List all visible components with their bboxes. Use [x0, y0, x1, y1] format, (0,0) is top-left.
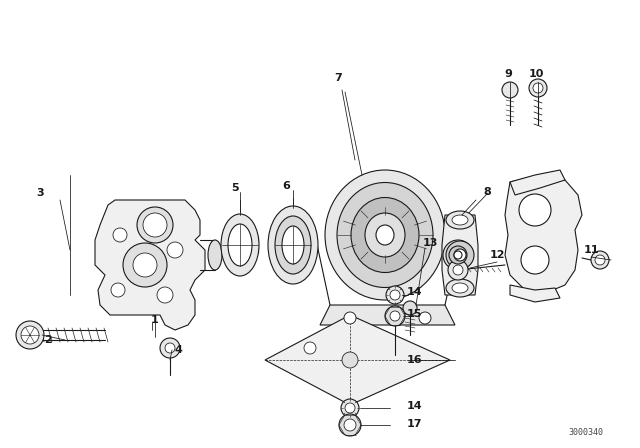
Circle shape — [165, 343, 175, 353]
Ellipse shape — [376, 225, 394, 245]
Ellipse shape — [443, 240, 473, 270]
Ellipse shape — [446, 279, 474, 297]
Text: 14: 14 — [406, 401, 422, 411]
Circle shape — [386, 286, 404, 304]
Circle shape — [454, 249, 466, 261]
Ellipse shape — [268, 206, 318, 284]
Circle shape — [113, 228, 127, 242]
Circle shape — [446, 241, 474, 269]
Text: 3000340: 3000340 — [568, 427, 603, 436]
Text: 17: 17 — [406, 419, 422, 429]
Text: 16: 16 — [406, 355, 422, 365]
Ellipse shape — [275, 216, 311, 274]
Ellipse shape — [454, 251, 462, 259]
Polygon shape — [505, 175, 582, 292]
Ellipse shape — [452, 215, 468, 225]
Circle shape — [344, 312, 356, 324]
Ellipse shape — [365, 213, 405, 257]
Circle shape — [157, 287, 173, 303]
Text: 13: 13 — [422, 238, 438, 248]
Ellipse shape — [221, 214, 259, 276]
Ellipse shape — [452, 283, 468, 293]
Circle shape — [304, 342, 316, 354]
Polygon shape — [510, 285, 560, 302]
Circle shape — [390, 290, 400, 300]
Text: 1: 1 — [151, 315, 159, 325]
Ellipse shape — [351, 198, 419, 272]
Circle shape — [529, 79, 547, 97]
Circle shape — [385, 306, 405, 326]
Circle shape — [21, 326, 39, 344]
Circle shape — [448, 260, 468, 280]
Circle shape — [123, 243, 167, 287]
Circle shape — [403, 301, 417, 315]
Circle shape — [521, 246, 549, 274]
Text: 6: 6 — [282, 181, 290, 191]
Circle shape — [143, 213, 167, 237]
Circle shape — [595, 255, 605, 265]
Circle shape — [519, 194, 551, 226]
Circle shape — [133, 253, 157, 277]
Circle shape — [160, 338, 180, 358]
Text: 12: 12 — [489, 250, 505, 260]
Circle shape — [591, 251, 609, 269]
Polygon shape — [442, 215, 478, 295]
Polygon shape — [265, 315, 450, 405]
Text: 15: 15 — [406, 309, 422, 319]
Ellipse shape — [325, 170, 445, 300]
Polygon shape — [95, 200, 205, 330]
Text: 14: 14 — [406, 287, 422, 297]
Polygon shape — [510, 170, 565, 195]
Text: 2: 2 — [44, 335, 52, 345]
Ellipse shape — [337, 182, 433, 288]
Text: 3: 3 — [36, 188, 44, 198]
Text: 4: 4 — [174, 345, 182, 355]
Text: 9: 9 — [504, 69, 512, 79]
Polygon shape — [320, 305, 455, 325]
Ellipse shape — [228, 224, 252, 266]
Circle shape — [502, 82, 518, 98]
Text: 7: 7 — [334, 73, 342, 83]
Circle shape — [345, 403, 355, 413]
Circle shape — [137, 207, 173, 243]
Circle shape — [16, 321, 44, 349]
Ellipse shape — [449, 246, 467, 264]
Text: 11: 11 — [583, 245, 599, 255]
Text: 5: 5 — [231, 183, 239, 193]
Ellipse shape — [208, 240, 222, 270]
Circle shape — [453, 265, 463, 275]
Ellipse shape — [446, 211, 474, 229]
Circle shape — [341, 399, 359, 417]
Text: 8: 8 — [483, 187, 491, 197]
Circle shape — [533, 83, 543, 93]
Circle shape — [339, 414, 361, 436]
Circle shape — [344, 419, 356, 431]
Text: 10: 10 — [528, 69, 544, 79]
Ellipse shape — [282, 226, 304, 264]
Circle shape — [419, 312, 431, 324]
Circle shape — [167, 242, 183, 258]
Circle shape — [342, 352, 358, 368]
Circle shape — [390, 311, 400, 321]
Circle shape — [111, 283, 125, 297]
